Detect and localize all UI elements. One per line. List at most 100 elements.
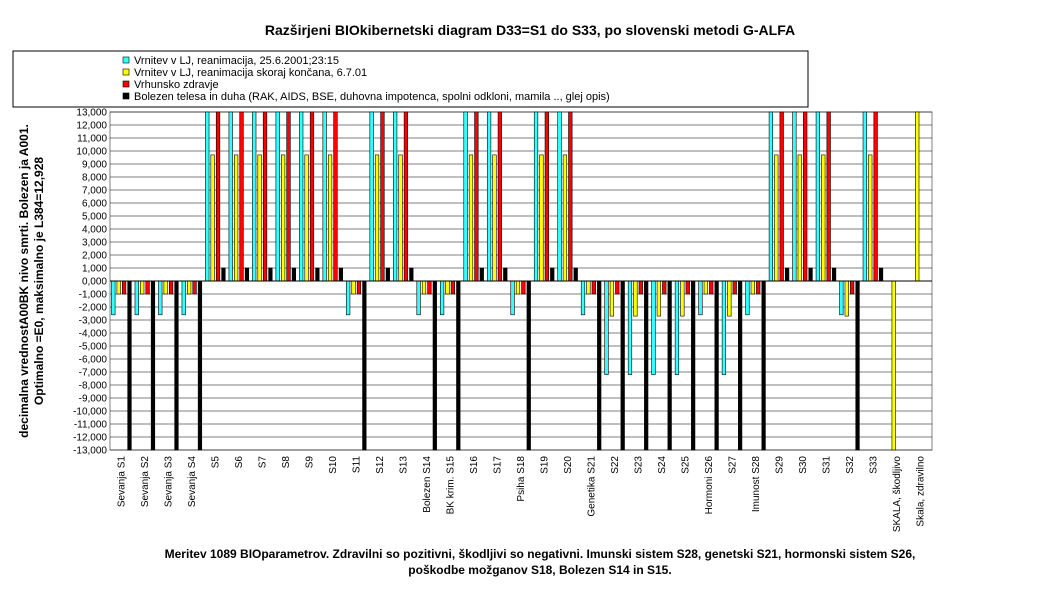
y-tick-label: 2,000 xyxy=(82,251,107,262)
x-category-label: S17 xyxy=(493,456,504,474)
bar-3 xyxy=(685,280,690,295)
bar-1 xyxy=(839,280,844,316)
bar-3 xyxy=(873,111,878,282)
caption-line2: poškodbe možganov S18, Bolezen S14 in S1… xyxy=(408,563,672,577)
bar-1 xyxy=(322,111,327,282)
bar-1 xyxy=(111,280,116,316)
bar-1 xyxy=(463,111,468,282)
bar-3 xyxy=(309,111,315,282)
bar-1 xyxy=(580,280,586,316)
x-category-label: S5 xyxy=(211,456,222,469)
bar-4 xyxy=(338,267,343,282)
legend-swatch xyxy=(122,56,130,64)
x-category-label: S24 xyxy=(657,456,668,474)
bar-4 xyxy=(550,267,555,282)
y-axis-label-line1: decimalna vrednostA00BK nivo smrti. Bole… xyxy=(17,124,31,438)
bar-4 xyxy=(479,267,484,282)
x-category-label: Sevanja S2 xyxy=(140,456,151,508)
bar-3 xyxy=(544,111,549,282)
bar-4 xyxy=(150,280,156,451)
bar-2 xyxy=(163,280,168,295)
bars xyxy=(111,111,920,451)
bar-1 xyxy=(792,111,797,282)
bar-4 xyxy=(315,267,320,282)
x-category-label: SKALA, škodljivo xyxy=(892,456,903,533)
y-tick-label: 11,000 xyxy=(77,134,107,145)
x-category-label: S31 xyxy=(821,456,832,474)
y-tick-label: 6,000 xyxy=(82,199,107,210)
bar-4 xyxy=(597,280,602,451)
bar-1 xyxy=(158,280,163,316)
bar-2 xyxy=(586,280,591,295)
bar-4 xyxy=(197,280,203,451)
bar-3 xyxy=(380,111,385,282)
bar-2 xyxy=(680,280,685,317)
bar-4 xyxy=(761,280,766,451)
bar-1 xyxy=(533,111,539,282)
bar-3 xyxy=(474,111,479,282)
bar-1 xyxy=(393,111,398,282)
legend-swatch xyxy=(122,68,130,76)
bar-2 xyxy=(280,154,286,282)
y-tick-label: 8,000 xyxy=(82,173,107,184)
x-category-label: S23 xyxy=(633,456,644,474)
bar-3 xyxy=(591,280,596,295)
x-category-label: S12 xyxy=(375,456,386,474)
x-category-label: Hormoni S26 xyxy=(704,456,715,515)
bar-4 xyxy=(268,267,273,282)
bar-3 xyxy=(709,280,714,295)
y-tick-label: 0,000 xyxy=(82,277,107,288)
bar-2 xyxy=(116,280,121,295)
chart-title: Razširjeni BIOkibernetski diagram D33=S1… xyxy=(264,22,796,38)
bar-2 xyxy=(140,280,145,295)
y-tick-label: -9,000 xyxy=(79,394,108,405)
y-tick-label: -1,000 xyxy=(79,290,108,301)
x-category-label: Sevanja S3 xyxy=(164,456,175,508)
bar-3 xyxy=(122,280,127,295)
bar-1 xyxy=(557,111,562,282)
bar-3 xyxy=(192,280,197,295)
bar-2 xyxy=(304,154,309,282)
bar-4 xyxy=(644,280,649,451)
bar-1 xyxy=(486,111,492,282)
bar-1 xyxy=(698,280,703,316)
y-tick-label: 1,000 xyxy=(82,264,107,275)
y-tick-label: -6,000 xyxy=(79,355,108,366)
bar-1 xyxy=(369,111,374,282)
bar-2 xyxy=(797,154,802,282)
x-category-label: BK krim. S15 xyxy=(446,456,457,515)
bar-3 xyxy=(450,280,456,295)
y-tick-label: 3,000 xyxy=(82,238,107,249)
y-tick-label: 5,000 xyxy=(82,212,107,223)
bar-4 xyxy=(667,280,672,451)
bar-2 xyxy=(187,280,192,295)
bar-3 xyxy=(333,111,338,282)
bar-2 xyxy=(210,154,215,282)
bar-4 xyxy=(409,267,414,282)
x-category-label: S8 xyxy=(281,456,292,469)
bar-4 xyxy=(221,267,226,282)
y-axis-ticks: 13,000 12,000 11,000 10,000 9,000 8,000 7,000 6… xyxy=(73,108,107,457)
bar-2 xyxy=(351,280,356,295)
bar-4 xyxy=(174,280,179,451)
bar-2 xyxy=(398,154,403,282)
bar-1 xyxy=(346,280,351,316)
legend-swatch xyxy=(122,80,130,88)
caption-line1: Meritev 1089 BIOparametrov. Zdravilni so… xyxy=(164,547,916,561)
legend: Vrnitev v LJ, reanimacija, 25.6.2001;23:… xyxy=(122,55,610,103)
bar-2 xyxy=(234,154,239,282)
bar-1 xyxy=(205,111,210,282)
x-category-label: Bolezen S14 xyxy=(422,456,433,513)
bar-3 xyxy=(262,111,268,282)
x-category-label: Sevanja S1 xyxy=(117,456,128,508)
bar-2 xyxy=(515,280,521,295)
x-axis-labels: Sevanja S1 Sevanja S2 Sevanja S3 Sevanja S4… xyxy=(117,456,927,533)
y-tick-label: -4,000 xyxy=(79,329,108,340)
bar-2 xyxy=(750,280,755,295)
bar-1 xyxy=(228,111,233,282)
y-tick-label: -2,000 xyxy=(79,303,108,314)
x-category-label: Psiha S18 xyxy=(516,456,527,502)
x-category-label: S10 xyxy=(328,456,339,474)
bar-4 xyxy=(432,280,437,451)
